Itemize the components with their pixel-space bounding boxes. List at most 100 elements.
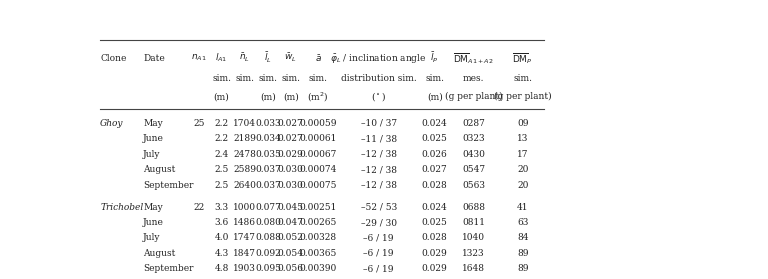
Text: $l_{A1}$: $l_{A1}$ [216,52,228,64]
Text: 0.056: 0.056 [277,264,303,273]
Text: August: August [143,165,175,174]
Text: 0.00061: 0.00061 [300,134,336,143]
Text: 0.029: 0.029 [422,249,448,258]
Text: 0.077: 0.077 [255,203,281,211]
Text: mes.: mes. [463,74,485,83]
Text: –6 / 19: –6 / 19 [363,234,394,242]
Text: 0563: 0563 [462,181,485,190]
Text: –12 / 38: –12 / 38 [361,150,397,159]
Text: 2.2: 2.2 [214,134,229,143]
Text: 0.030: 0.030 [278,165,303,174]
Text: (m): (m) [427,92,442,101]
Text: 41: 41 [517,203,528,211]
Text: $n_{A1}$: $n_{A1}$ [191,53,207,63]
Text: 0.047: 0.047 [278,218,303,227]
Text: 1323: 1323 [462,249,485,258]
Text: sim.: sim. [212,74,231,83]
Text: 3.6: 3.6 [214,218,229,227]
Text: 0.024: 0.024 [422,119,448,128]
Text: –6 / 19: –6 / 19 [363,249,394,258]
Text: sim.: sim. [425,74,444,83]
Text: –11 / 38: –11 / 38 [361,134,397,143]
Text: 2640: 2640 [233,181,257,190]
Text: 0.095: 0.095 [255,264,281,273]
Text: sim.: sim. [309,74,327,83]
Text: 0.00265: 0.00265 [300,218,336,227]
Text: –12 / 38: –12 / 38 [361,165,397,174]
Text: 0.029: 0.029 [278,150,303,159]
Text: –10 / 37: –10 / 37 [361,119,397,128]
Text: Trichobel: Trichobel [100,203,144,211]
Text: 0.00059: 0.00059 [300,119,336,128]
Text: 0.045: 0.045 [277,203,303,211]
Text: $\bar{a}$: $\bar{a}$ [315,53,322,64]
Text: 0.026: 0.026 [422,150,448,159]
Text: 0547: 0547 [462,165,485,174]
Text: (g per plant): (g per plant) [445,92,502,102]
Text: Ghoy: Ghoy [100,119,124,128]
Text: 0.037: 0.037 [255,181,281,190]
Text: 0.029: 0.029 [422,264,448,273]
Text: 2589: 2589 [233,165,257,174]
Text: 0.035: 0.035 [255,150,281,159]
Text: sim.: sim. [235,74,254,83]
Text: 09: 09 [517,119,528,128]
Text: 2.2: 2.2 [214,119,229,128]
Text: 0.034: 0.034 [255,134,281,143]
Text: 2.5: 2.5 [214,165,229,174]
Text: 0.00067: 0.00067 [300,150,336,159]
Text: July: July [143,234,161,242]
Text: 0.028: 0.028 [422,181,448,190]
Text: 0430: 0430 [462,150,485,159]
Text: 2189: 2189 [233,134,257,143]
Text: May: May [143,119,163,128]
Text: 0.088: 0.088 [255,234,281,242]
Text: 0811: 0811 [462,218,485,227]
Text: 2.5: 2.5 [214,181,229,190]
Text: 0.054: 0.054 [277,249,303,258]
Text: 1040: 1040 [462,234,485,242]
Text: (m): (m) [214,92,230,101]
Text: 0688: 0688 [462,203,485,211]
Text: 13: 13 [517,134,528,143]
Text: June: June [143,218,164,227]
Text: (g per plant): (g per plant) [494,92,551,102]
Text: 0.030: 0.030 [278,181,303,190]
Text: 1486: 1486 [233,218,257,227]
Text: 0323: 0323 [462,134,485,143]
Text: 0.00074: 0.00074 [300,165,336,174]
Text: $\bar{l}_P$: $\bar{l}_P$ [430,51,439,65]
Text: $\bar{\varphi}_L$ / inclination angle: $\bar{\varphi}_L$ / inclination angle [330,52,427,65]
Text: 89: 89 [517,249,528,258]
Text: 1903: 1903 [233,264,257,273]
Text: 0.033: 0.033 [255,119,281,128]
Text: sim.: sim. [513,74,532,83]
Text: 0287: 0287 [462,119,485,128]
Text: 84: 84 [517,234,528,242]
Text: $\overline{\mathrm{DM}}_{A1+A2}$: $\overline{\mathrm{DM}}_{A1+A2}$ [453,51,494,66]
Text: (m$^2$): (m$^2$) [307,90,329,104]
Text: sim.: sim. [259,74,277,83]
Text: Date: Date [143,54,165,63]
Text: July: July [143,150,161,159]
Text: $\bar{l}_L$: $\bar{l}_L$ [264,51,272,65]
Text: 0.027: 0.027 [422,165,448,174]
Text: 0.00365: 0.00365 [300,249,336,258]
Text: 0.00390: 0.00390 [300,264,336,273]
Text: 1648: 1648 [462,264,485,273]
Text: (m): (m) [260,92,276,101]
Text: 63: 63 [517,218,528,227]
Text: 0.027: 0.027 [278,134,303,143]
Text: 0.00075: 0.00075 [300,181,336,190]
Text: 0.00251: 0.00251 [300,203,336,211]
Text: 2478: 2478 [233,150,257,159]
Text: 89: 89 [517,264,528,273]
Text: 0.024: 0.024 [422,203,448,211]
Text: 22: 22 [194,203,204,211]
Text: June: June [143,134,164,143]
Text: 0.028: 0.028 [422,234,448,242]
Text: 4.3: 4.3 [214,249,229,258]
Text: –12 / 38: –12 / 38 [361,181,397,190]
Text: August: August [143,249,175,258]
Text: 3.3: 3.3 [214,203,229,211]
